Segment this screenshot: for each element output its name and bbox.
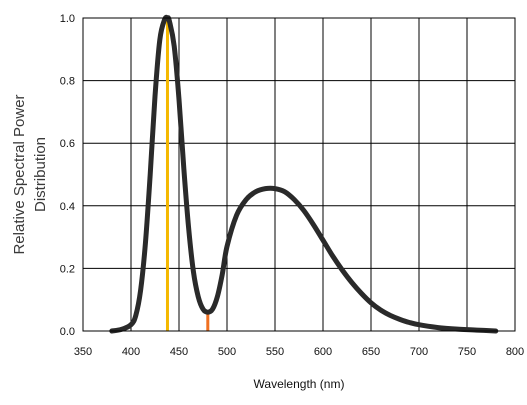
y-axis-title-line-1: Relative Spectral Power — [11, 94, 28, 254]
x-tick-label: 600 — [314, 346, 332, 358]
x-tick-label: 750 — [458, 346, 476, 358]
x-tick-label: 350 — [74, 346, 92, 358]
y-tick-label: 0.4 — [60, 201, 75, 213]
x-tick-label: 400 — [122, 346, 140, 358]
spectral-curve-1 — [109, 14, 499, 334]
x-tick-label: 550 — [266, 346, 284, 358]
marker-layer — [165, 18, 210, 331]
y-tick-label: 0.0 — [60, 326, 75, 338]
y-axis-title-line-2: Distribution — [32, 137, 49, 212]
x-tick-label: 650 — [362, 346, 380, 358]
x-axis-title: Wavelength (nm) — [254, 377, 345, 391]
y-tick-label: 0.8 — [60, 76, 75, 88]
y-tick-label: 0.6 — [60, 138, 75, 150]
tick-layer: 350 400 450 500 550 600 650 700 750 800 0.0 0.2 0.4 0… — [60, 13, 524, 358]
x-tick-label: 500 — [218, 346, 236, 358]
x-tick-label: 450 — [170, 346, 188, 358]
y-tick-label: 0.2 — [60, 263, 75, 275]
series-layer — [109, 14, 499, 334]
y-tick-label: 1.0 — [60, 13, 75, 25]
x-tick-label: 700 — [410, 346, 428, 358]
x-tick-label: 800 — [506, 346, 524, 358]
plot-frame — [82, 17, 516, 332]
